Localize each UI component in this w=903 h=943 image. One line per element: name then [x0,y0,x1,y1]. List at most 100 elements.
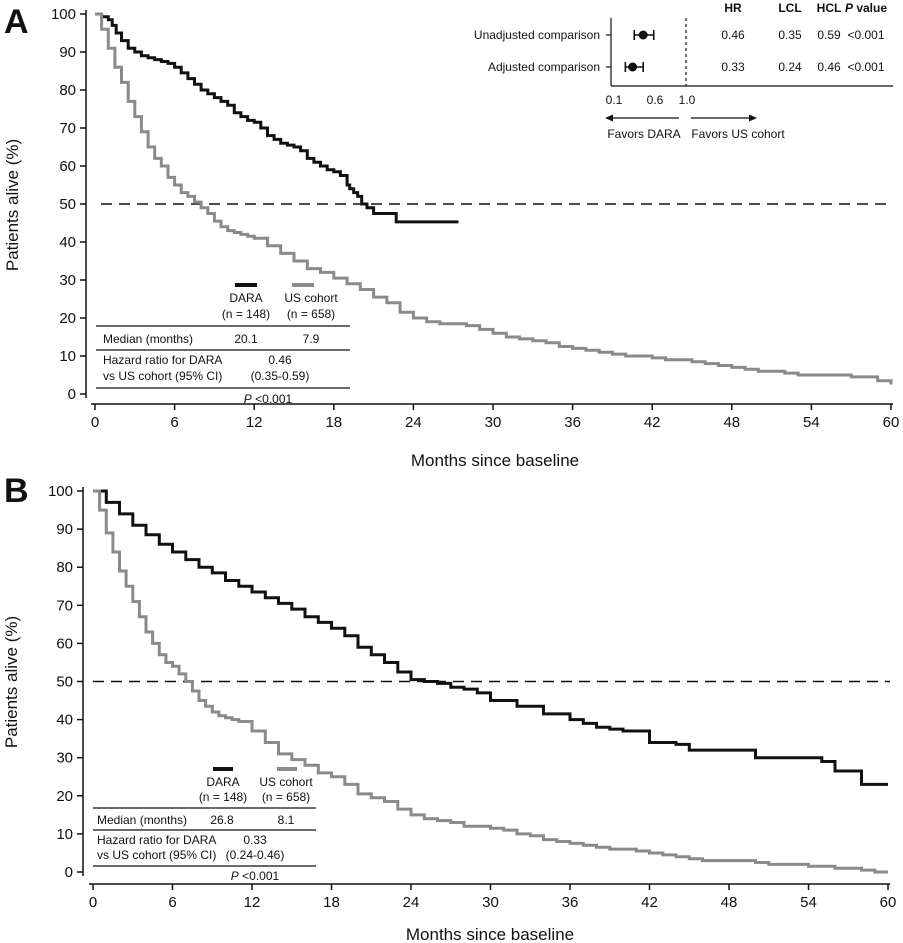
panel-b-x-tick-label: 12 [244,894,261,911]
panel-b-x-tick-label: 0 [89,894,97,911]
forest-row-2-label: Adjusted comparison [488,60,600,74]
forest-favors-left: Favors DARA [607,127,680,141]
forest-tick-1: 0.6 [647,93,664,107]
forest-tick-0: 0.1 [606,93,623,107]
panel-a-median-us: 7.9 [303,332,320,346]
forest-row-1-p: <0.001 [847,28,884,42]
panel-b-median-us: 8.1 [278,813,295,827]
panel-a-y-tick-label: 10 [59,348,76,365]
panel-b-y-tick-label: 70 [56,597,73,614]
forest-row-2-p: <0.001 [847,60,884,74]
panel-b-y-tick-label: 80 [56,559,73,576]
forest-row-1-hcl: 0.59 [817,28,841,42]
panel-a-x-tick-label: 0 [91,414,99,431]
panel-a-hr-ci: (0.35-0.59) [251,369,310,383]
forest-row-1-hr: 0.46 [721,28,745,42]
forest-row-2-lcl: 0.24 [778,60,802,74]
panel-b-p-value: P <0.001 [231,869,280,883]
forest-inset: HR LCL HCL P value Unadjusted comparison… [474,1,893,141]
panel-b-x-tick-label: 60 [880,894,897,911]
panel-b-x-tick-label: 48 [721,894,738,911]
panel-a-p-rest: <0.001 [252,392,293,406]
panel-b-legend-table: DARA (n = 148) US cohort (n = 658) Media… [93,767,316,883]
panel-a-x-tick-label: 12 [246,414,263,431]
panel-a-p-italic: P [244,392,252,406]
forest-header-p: P value [845,1,887,15]
panel-a-x-tick-label: 24 [405,414,422,431]
panel-b-hr-label-1: Hazard ratio for DARA [97,833,216,847]
forest-header-hr: HR [724,1,742,15]
panel-a-x-tick-label: 42 [644,414,661,431]
panel-a-median-label: Median (months) [103,332,193,346]
panel-b-letter: B [4,472,29,510]
panel-a-hr-label-2: vs US cohort (95% CI) [103,369,222,383]
panel-a-y-tick-label: 80 [59,82,76,99]
panel-a-y-axis-title: Patients alive (%) [3,139,22,271]
panel-a-legend-us-n: (n = 658) [287,307,335,321]
panel-a-y-tick-label: 70 [59,120,76,137]
forest-row-1-lcl: 0.35 [778,28,802,42]
panel-b-series [93,489,888,874]
panel-a-p-value: P <0.001 [244,392,293,406]
forest-arrow-right-head [749,114,757,122]
panel-a-x-tick-label: 60 [883,414,900,431]
panel-a-x-tick-label: 54 [803,414,820,431]
forest-point-estimate [628,62,638,72]
panel-a-legend-us-name: US cohort [284,291,338,305]
panel-b-hr-value: 0.33 [243,833,267,847]
panel-a-y-tick-label: 40 [59,234,76,251]
panel-b-median-dara: 26.8 [210,813,234,827]
panel-a-hr-label-1: Hazard ratio for DARA [103,353,222,367]
panel-b-legend-us-n: (n = 658) [262,790,310,804]
panel-b-hr-label-2: vs US cohort (95% CI) [97,848,216,862]
panel-b-p-italic: P [231,869,239,883]
panel-b-x-axis-title: Months since baseline [406,925,574,943]
panel-b-x-tick-label: 30 [482,894,499,911]
panel-b-x-tick-label: 6 [168,894,176,911]
panel-a-hr-value: 0.46 [268,353,292,367]
panel-a-x-axis-title: Months since baseline [411,451,579,470]
forest-tick-2: 1.0 [679,93,696,107]
panel-b: B Patients alive (%) Months since baseli… [2,472,896,943]
panel-a-x-tick-label: 6 [170,414,178,431]
panel-a-legend-dara-n: (n = 148) [222,307,270,321]
panel-b-legend-dara-name: DARA [206,775,239,789]
forest-row-2-hr: 0.33 [721,60,745,74]
panel-a-y-tick-label: 30 [59,272,76,289]
forest-header-p-italic: P [845,1,854,15]
panel-a-axes: 0 10 20 30 40 50 60 70 80 90 100 0 6 12 18 24 30 36 42 48 54… [51,6,899,431]
panel-a-series [95,12,893,385]
panel-b-y-tick-label: 20 [56,788,73,805]
panel-a-x-tick-label: 18 [325,414,342,431]
panel-b-x-tick-label: 24 [403,894,420,911]
panel-a-letter: A [4,3,29,41]
panel-a-x-tick-label: 30 [485,414,502,431]
panel-a-median-dara: 20.1 [234,332,258,346]
forest-arrow-left-head [605,114,613,122]
panel-a: A Patients alive (%) Months since baseli… [3,1,899,470]
panel-b-median-label: Median (months) [97,813,187,827]
forest-header-p-rest: value [853,1,887,15]
panel-b-y-axis-title: Patients alive (%) [2,616,21,748]
panel-a-series-us-cohort [95,12,893,385]
panel-b-y-tick-label: 40 [56,712,73,729]
forest-header-lcl: LCL [778,1,801,15]
panel-a-y-tick-label: 100 [51,6,76,23]
panel-a-x-tick-label: 36 [564,414,581,431]
panel-a-legend-dara-name: DARA [229,291,262,305]
panel-b-legend-dara-n: (n = 148) [199,790,247,804]
panel-b-p-rest: <0.001 [239,869,280,883]
panel-a-y-tick-label: 0 [68,386,76,403]
panel-a-y-tick-label: 50 [59,196,76,213]
panel-b-y-tick-label: 90 [56,521,73,538]
panel-b-legend-us-name: US cohort [259,775,313,789]
forest-header-hcl: HCL [817,1,842,15]
panel-a-series-dara [95,12,459,224]
forest-point-estimate [638,30,648,40]
forest-row-1-label: Unadjusted comparison [474,28,600,42]
panel-b-hr-ci: (0.24-0.46) [226,848,285,862]
panel-b-x-tick-label: 36 [562,894,579,911]
panel-a-y-tick-label: 90 [59,44,76,61]
panel-a-x-tick-label: 48 [723,414,740,431]
